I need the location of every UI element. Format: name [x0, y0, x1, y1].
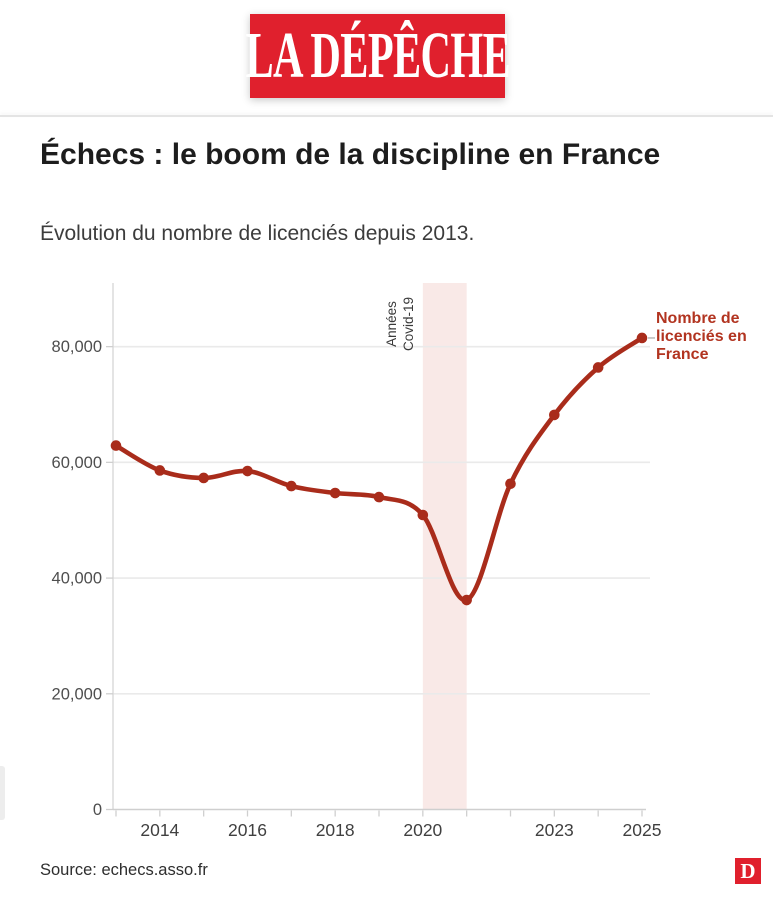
logo-text: LA DÉPÊCHE	[245, 19, 510, 92]
series-annotation-line-2: licenciés en	[656, 328, 747, 345]
la-depeche-logo[interactable]: LA DÉPÊCHE	[245, 14, 510, 98]
x-tick-label: 2018	[316, 820, 355, 840]
x-tick-label: 2020	[403, 820, 442, 840]
series-line	[113, 335, 645, 603]
y-tick-label: 80,000	[52, 338, 102, 356]
y-tick-label: 0	[93, 801, 102, 819]
x-tick-label: 2025	[623, 820, 662, 840]
masthead: LA DÉPÊCHE	[0, 0, 773, 117]
data-point	[110, 440, 122, 451]
series-annotation: Nombre de licenciés en France	[656, 310, 768, 364]
covid-band-label: Années Covid-19	[383, 279, 417, 369]
page-title: Échecs : le boom de la discipline en Fra…	[40, 138, 661, 171]
header-divider	[0, 115, 773, 117]
d-logo-letter: D	[740, 859, 756, 883]
x-tick-label: 2016	[228, 820, 267, 840]
covid-label-line-1: Années	[384, 301, 399, 347]
series-annotation-line-3: France	[656, 346, 709, 363]
data-point	[154, 465, 166, 476]
data-point	[592, 362, 604, 373]
y-tick-label: 60,000	[52, 454, 102, 472]
data-point	[461, 594, 472, 606]
data-point	[198, 472, 209, 484]
y-tick-label: 40,000	[52, 570, 102, 588]
x-tick-label: 2023	[535, 820, 574, 840]
chart-subtitle: Évolution du nombre de licenciés depuis …	[40, 222, 475, 245]
series-annotation-line-1: Nombre de	[656, 310, 740, 327]
x-tick-label: 2014	[140, 820, 179, 840]
y-tick-label: 20,000	[52, 685, 102, 703]
covid-band	[422, 283, 467, 810]
covid-label-line-2: Covid-19	[401, 296, 416, 352]
depeche-d-logo[interactable]: D	[735, 858, 761, 884]
left-edge-artifact	[0, 766, 5, 820]
data-point	[373, 491, 385, 503]
data-point	[549, 409, 560, 421]
data-point	[286, 480, 297, 492]
data-point	[329, 487, 341, 499]
source-credit: Source: echecs.asso.fr	[40, 861, 208, 879]
data-point	[505, 478, 516, 490]
data-point	[417, 509, 429, 521]
data-point	[636, 332, 648, 344]
data-point	[242, 465, 253, 477]
